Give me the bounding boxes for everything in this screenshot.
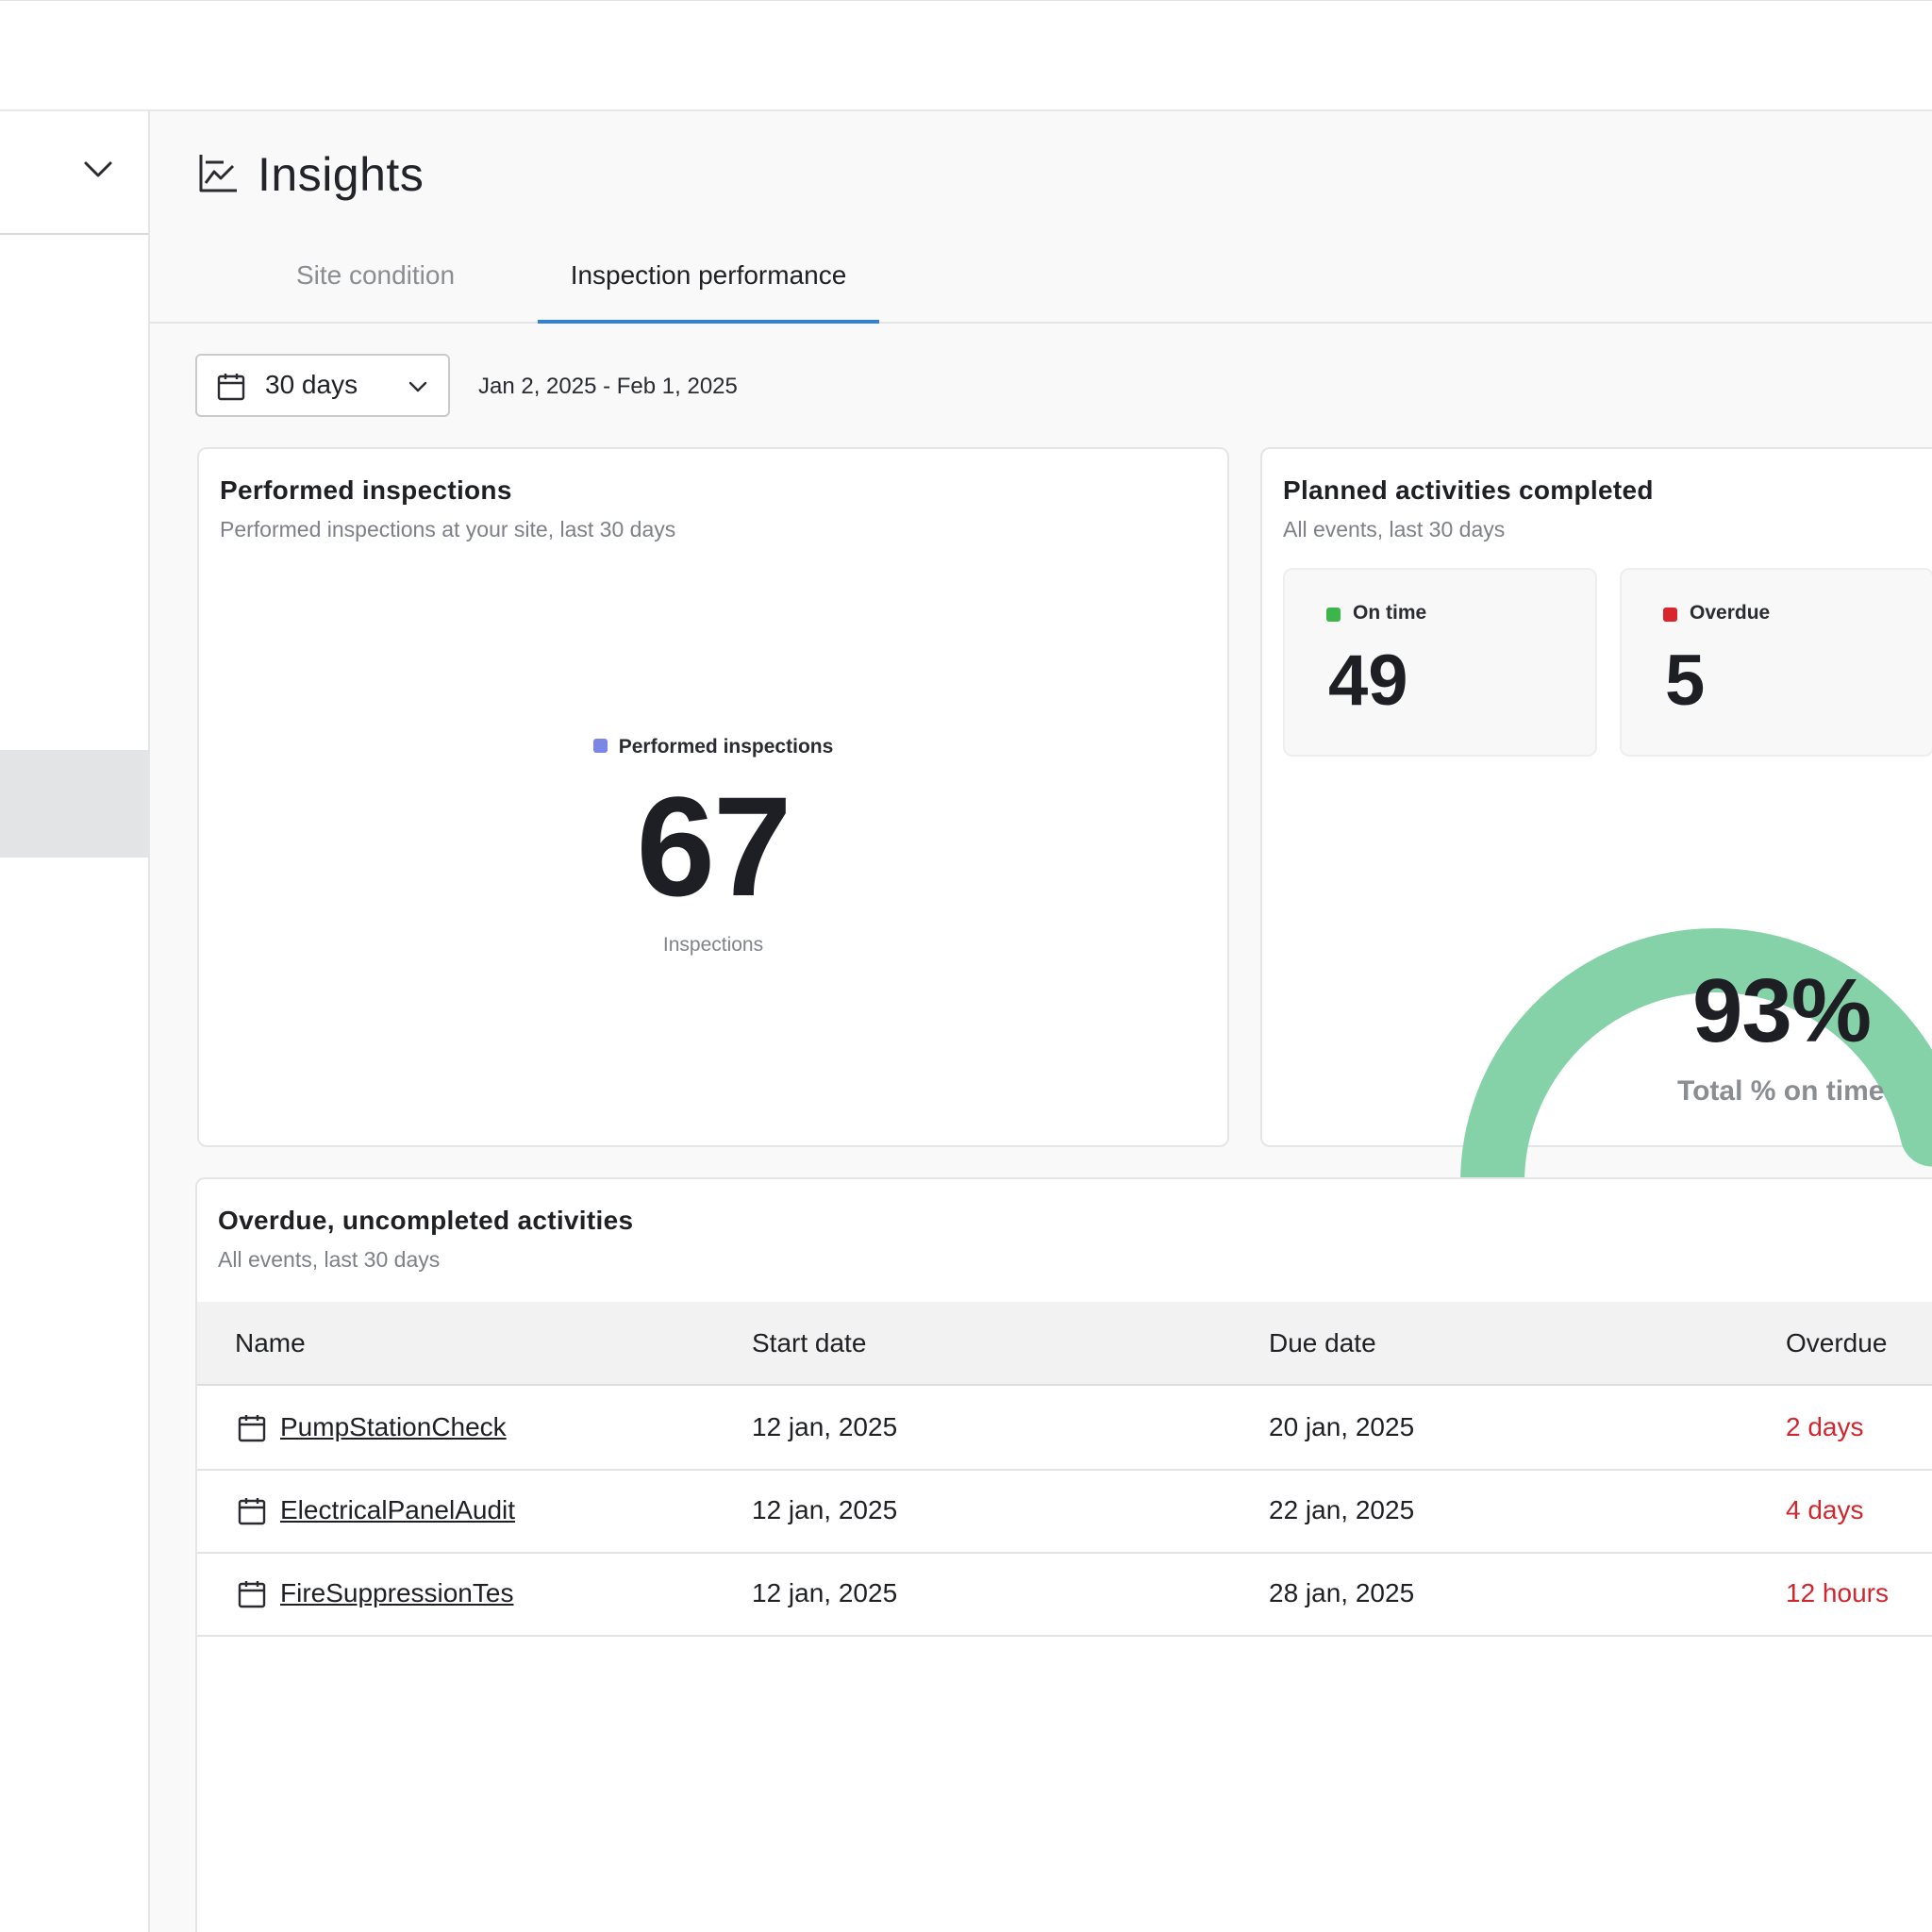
gauge-arc — [1460, 928, 1932, 1215]
overdue-cell: 2 days — [1786, 1412, 1864, 1441]
gauge-caption: Total % on time — [1677, 1075, 1885, 1107]
start-date-cell: 12 jan, 2025 — [752, 1412, 898, 1441]
sidebar — [0, 111, 150, 1932]
due-date-cell: 28 jan, 2025 — [1269, 1578, 1415, 1607]
period-select[interactable]: 30 days — [195, 354, 450, 417]
card-title: Performed inspections — [220, 475, 512, 505]
card-subtitle: All events, last 30 days — [218, 1247, 441, 1272]
page-title: Insights — [258, 148, 425, 201]
activity-name-link[interactable]: FireSuppressionTes — [280, 1578, 514, 1607]
planned-activities-card: Planned activities completed All events,… — [1260, 447, 1932, 1215]
overdue-activities-card: Overdue, uncompleted activities All even… — [195, 1177, 1932, 1932]
table-row: ElectricalPanelAudit 12 jan, 2025 22 jan… — [197, 1471, 1932, 1554]
period-select-value: 30 days — [265, 370, 358, 399]
overdue-value: 5 — [1665, 641, 1706, 721]
top-bar — [0, 0, 1932, 111]
card-subtitle: Performed inspections at your site, last… — [220, 517, 676, 541]
table-row: FireSuppressionTes 12 jan, 2025 28 jan, … — [197, 1554, 1932, 1637]
chart-legend: Performed inspections — [199, 736, 1227, 758]
date-range-text: Jan 2, 2025 - Feb 1, 2025 — [478, 374, 738, 399]
card-subtitle: All events, last 30 days — [1283, 517, 1506, 541]
performed-count: 67 — [636, 767, 792, 925]
chevron-down-icon — [408, 381, 427, 392]
activity-name-link[interactable]: ElectricalPanelAudit — [280, 1495, 516, 1524]
legend-swatch — [592, 739, 608, 753]
overdue-label: Overdue — [1690, 602, 1771, 624]
performed-caption: Inspections — [662, 934, 764, 956]
start-date-cell: 12 jan, 2025 — [752, 1578, 898, 1607]
column-header-overdue[interactable]: Overdue — [1786, 1328, 1888, 1357]
tab-inspection-performance[interactable]: Inspection performance — [538, 260, 879, 324]
chevron-down-icon[interactable] — [81, 153, 115, 187]
on-time-swatch — [1326, 608, 1341, 622]
overdue-cell: 4 days — [1786, 1495, 1864, 1524]
on-time-value: 49 — [1328, 641, 1408, 721]
calendar-icon — [238, 1498, 266, 1525]
gauge-value: 93% — [1692, 960, 1872, 1061]
performed-inspections-card: Performed inspections Performed inspecti… — [197, 447, 1229, 1147]
due-date-cell: 20 jan, 2025 — [1269, 1412, 1415, 1441]
sidebar-header — [0, 111, 148, 235]
start-date-cell: 12 jan, 2025 — [752, 1495, 898, 1524]
legend-label: Performed inspections — [618, 736, 834, 758]
due-date-cell: 22 jan, 2025 — [1269, 1495, 1415, 1524]
tab-site-condition[interactable]: Site condition — [295, 260, 456, 290]
on-time-gauge — [1460, 928, 1932, 1215]
calendar-icon — [238, 1415, 266, 1442]
chart-line-icon — [199, 155, 237, 192]
sidebar-item-selected[interactable] — [0, 750, 148, 858]
overdue-stat: Overdue 5 — [1620, 568, 1932, 757]
column-header-start-date[interactable]: Start date — [752, 1328, 867, 1357]
activity-name-link[interactable]: PumpStationCheck — [280, 1412, 507, 1441]
page-header: Insights Site condition Inspection perfo… — [150, 111, 1932, 324]
overdue-cell: 12 hours — [1786, 1578, 1889, 1607]
calendar-icon — [217, 374, 245, 401]
calendar-icon — [238, 1581, 266, 1608]
column-header-due-date[interactable]: Due date — [1269, 1328, 1376, 1357]
overdue-swatch — [1663, 608, 1677, 622]
on-time-stat: On time 49 — [1283, 568, 1597, 757]
card-title: Planned activities completed — [1283, 475, 1654, 505]
table-header: Name Start date Due date Overdue — [197, 1302, 1932, 1386]
main-content: Insights Site condition Inspection perfo… — [150, 111, 1932, 1932]
on-time-label: On time — [1353, 602, 1427, 624]
column-header-name[interactable]: Name — [235, 1328, 306, 1357]
table-row: PumpStationCheck 12 jan, 2025 20 jan, 20… — [197, 1388, 1932, 1471]
card-title: Overdue, uncompleted activities — [218, 1206, 634, 1235]
